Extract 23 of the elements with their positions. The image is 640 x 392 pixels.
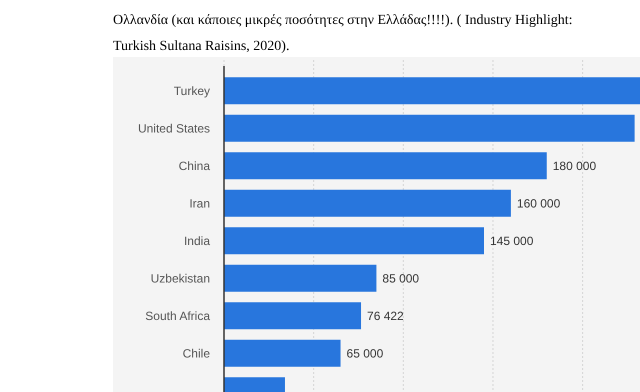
bar <box>224 114 635 142</box>
data-label: 65 000 <box>346 346 384 360</box>
bar <box>224 340 341 367</box>
bar <box>224 152 547 180</box>
data-label: 145 000 <box>490 234 534 248</box>
y-tick-label: India <box>184 234 210 248</box>
bar <box>224 77 640 104</box>
data-label: 160 000 <box>516 196 561 210</box>
data-label: 85 000 <box>382 271 420 286</box>
bar <box>224 264 376 292</box>
bar <box>224 190 511 217</box>
y-tick-label: South Africa <box>145 308 210 323</box>
y-tick-label: Uzbekistan <box>150 271 210 286</box>
data-label: 180 000 <box>552 158 596 173</box>
y-tick-label: United States <box>138 121 210 136</box>
data-label: 76 422 <box>367 308 404 323</box>
y-tick-label: China <box>178 158 210 173</box>
bar <box>224 227 484 254</box>
y-tick-label: Chile <box>182 346 210 360</box>
y-tick-label: Iran <box>189 196 210 210</box>
text: Ολλανδία (και κάποιες μικρές ποσότητες στην Ελλάδας!!!!). ( Industry Highlight: Turkish Sultana Raisins, 2020). <box>113 12 574 56</box>
bar <box>224 302 362 330</box>
y-tick-label: Turkey <box>174 84 210 98</box>
